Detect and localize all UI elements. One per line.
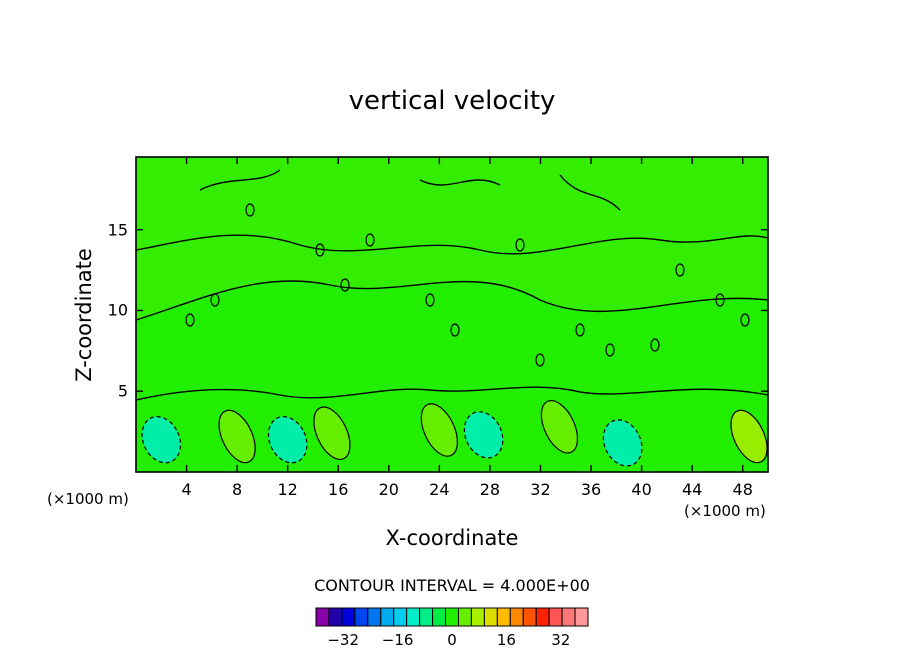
contour-line bbox=[136, 386, 768, 401]
contour-blob bbox=[605, 343, 615, 357]
contour-blob bbox=[575, 323, 585, 337]
contour-blob bbox=[675, 263, 685, 277]
x-tick-label: 28 bbox=[479, 480, 501, 499]
colorbar-swatch bbox=[470, 607, 485, 627]
contour-line bbox=[199, 169, 621, 211]
updraft-cell bbox=[540, 400, 579, 454]
contour-blob bbox=[185, 313, 195, 327]
updraft-cell bbox=[420, 403, 458, 457]
colorbar-swatch bbox=[380, 607, 395, 627]
x-tick-label: 36 bbox=[580, 480, 602, 499]
downdraft-cell bbox=[267, 416, 308, 464]
colorbar-tick-label: −32 bbox=[327, 631, 360, 649]
colorbar-swatch bbox=[509, 607, 524, 627]
contour-line bbox=[136, 280, 768, 321]
contour-blob bbox=[425, 293, 435, 307]
colorbar-swatch bbox=[432, 607, 447, 627]
y-tick-label: 15 bbox=[107, 220, 128, 240]
downdraft-cell bbox=[463, 411, 504, 459]
colorbar-tick-label: 0 bbox=[447, 631, 457, 649]
x-axis-label: X-coordinate bbox=[385, 526, 519, 550]
contour-blob bbox=[535, 353, 545, 367]
colorbar-swatch bbox=[483, 607, 498, 627]
updraft-cell bbox=[313, 406, 351, 460]
colorbar-tick-label: 16 bbox=[496, 631, 516, 649]
colorbar-swatch bbox=[457, 607, 472, 627]
updraft-cell bbox=[218, 409, 256, 464]
contour-blob bbox=[365, 233, 375, 247]
colorbar-swatch bbox=[574, 607, 589, 627]
contour-blob bbox=[210, 293, 220, 307]
downdraft-cell bbox=[141, 416, 182, 464]
x-unit-label-left: (×1000 m) bbox=[47, 490, 129, 508]
colorbar-swatch bbox=[406, 607, 421, 627]
colorbar-swatch bbox=[315, 607, 330, 627]
colorbar-swatch bbox=[535, 607, 550, 627]
colorbar-swatch bbox=[445, 607, 459, 627]
x-tick-label: 48 bbox=[732, 480, 753, 499]
plot-frame bbox=[135, 156, 769, 473]
x-tick-label: 44 bbox=[681, 480, 703, 499]
x-tick-label: 40 bbox=[631, 480, 652, 499]
updraft-cell bbox=[730, 409, 768, 464]
contour-blob bbox=[450, 323, 460, 337]
colorbar-swatch bbox=[548, 607, 563, 627]
contour-line bbox=[136, 234, 768, 255]
x-tick-label: 24 bbox=[429, 480, 450, 499]
contour-blob bbox=[715, 293, 725, 307]
x-tick-label: 12 bbox=[277, 480, 298, 499]
colorbar-swatch bbox=[393, 607, 408, 627]
colorbar-swatch bbox=[367, 607, 382, 627]
colorbar-swatch bbox=[354, 607, 369, 627]
colorbar-swatch bbox=[561, 607, 576, 627]
contour-blob bbox=[650, 338, 660, 352]
colorbar-swatch bbox=[341, 607, 356, 627]
contour-blob bbox=[740, 313, 750, 327]
y-tick-label: 10 bbox=[107, 300, 128, 320]
contour-blob bbox=[245, 203, 255, 217]
colorbar-tick-label: 32 bbox=[551, 631, 571, 649]
colorbar-swatch bbox=[419, 607, 434, 627]
contour-blob bbox=[340, 278, 350, 292]
chart-title: vertical velocity bbox=[348, 86, 556, 116]
x-tick-label: 8 bbox=[232, 480, 243, 499]
x-tick-label: 20 bbox=[378, 480, 399, 499]
colorbar-swatch bbox=[522, 607, 537, 627]
colorbar-swatch bbox=[328, 607, 343, 627]
x-tick-label: 16 bbox=[328, 480, 349, 499]
y-tick-label: 5 bbox=[117, 381, 128, 401]
x-tick-label: 32 bbox=[530, 480, 551, 499]
x-tick-label: 4 bbox=[181, 480, 192, 499]
colorbar-swatch bbox=[496, 607, 511, 627]
contour-blob bbox=[515, 238, 525, 252]
contour-blob bbox=[315, 243, 325, 257]
colorbar-tick-label: −16 bbox=[381, 631, 414, 649]
contour-interval-label: CONTOUR INTERVAL = 4.000E+00 bbox=[314, 576, 590, 595]
x-unit-label-right: (×1000 m) bbox=[684, 502, 766, 520]
downdraft-cell bbox=[602, 419, 643, 467]
